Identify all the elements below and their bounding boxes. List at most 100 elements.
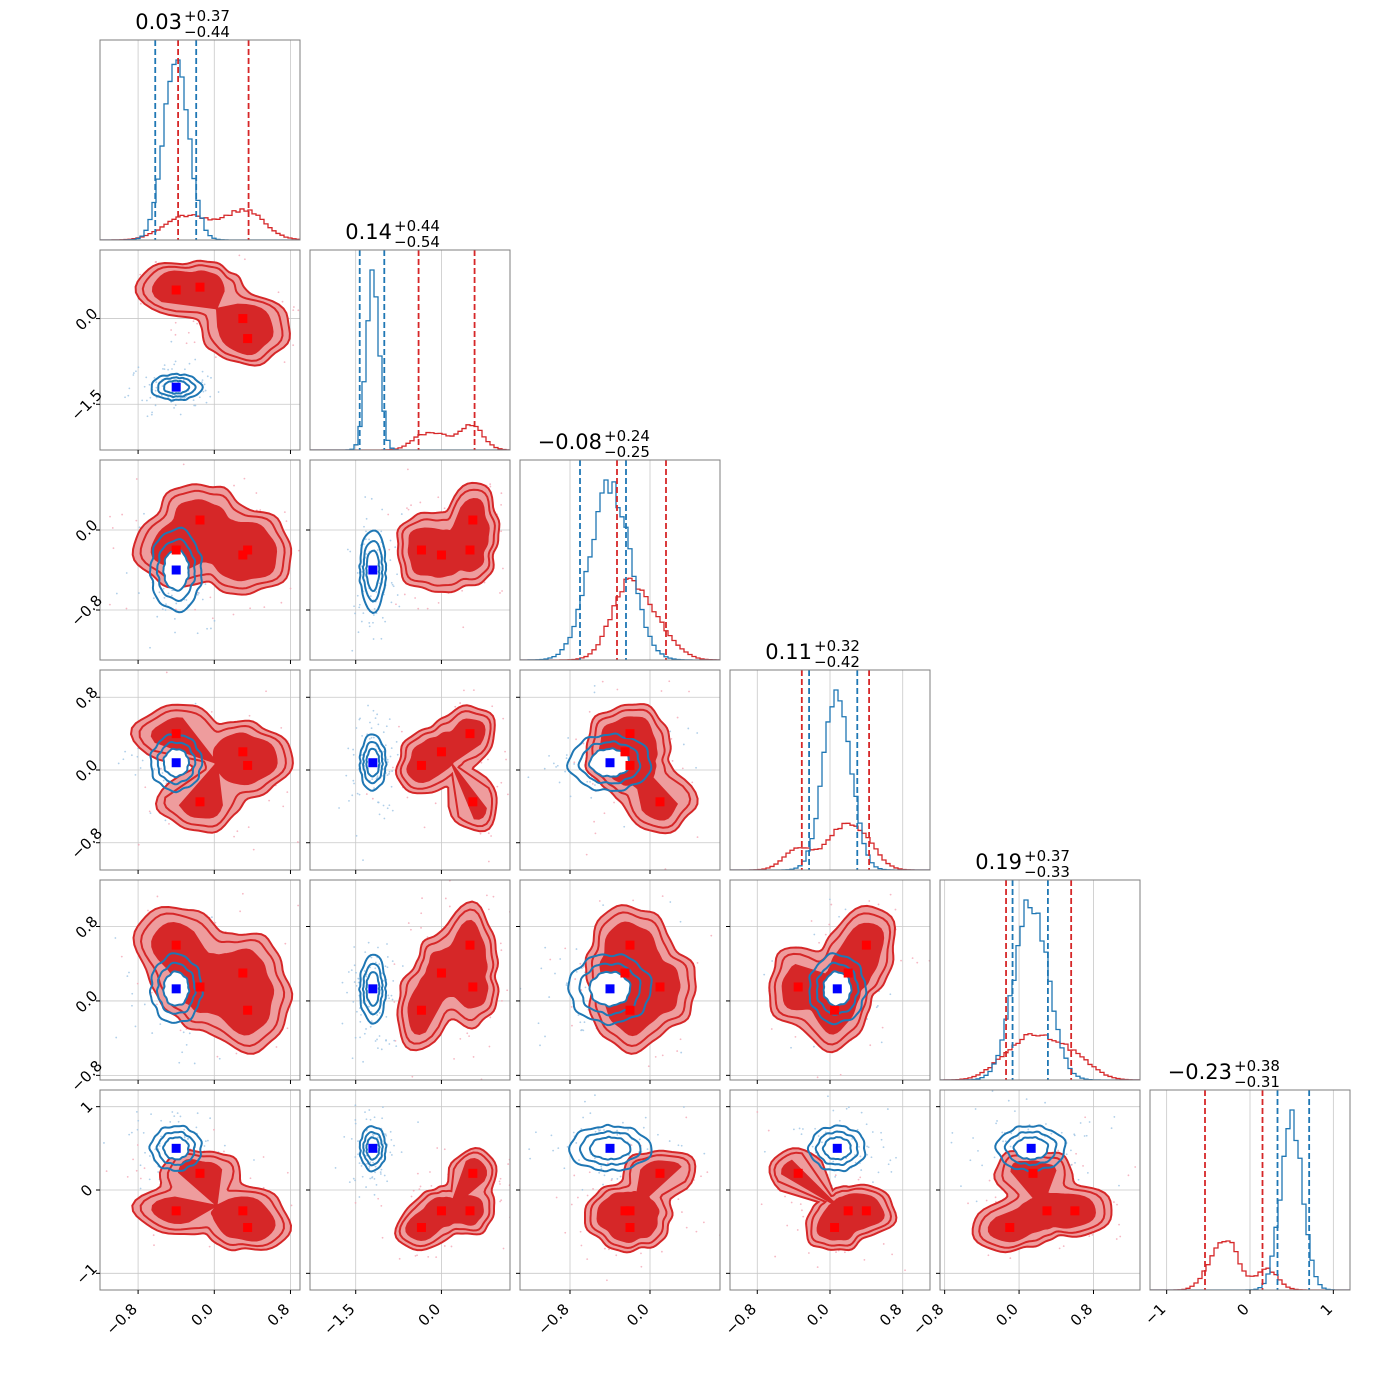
sample-point: [125, 607, 128, 610]
red-mode-marker: [195, 515, 205, 525]
sample-point: [148, 383, 151, 386]
sample-point: [830, 903, 833, 906]
sample-point: [543, 767, 546, 770]
sample-point: [243, 258, 246, 261]
sample-point: [355, 971, 357, 974]
sample-point: [828, 923, 831, 926]
sample-point: [430, 1184, 433, 1187]
sample-point: [1145, 1191, 1147, 1193]
sample-point: [559, 958, 562, 960]
sample-point: [380, 1168, 383, 1171]
sample-point: [1085, 1134, 1088, 1137]
sample-point: [483, 581, 486, 584]
sample-point: [357, 631, 360, 634]
sample-point: [1116, 1203, 1118, 1206]
sample-point: [139, 1177, 142, 1180]
sample-point: [314, 816, 316, 818]
sample-point: [124, 750, 127, 753]
sample-point: [834, 1174, 837, 1177]
sample-point: [586, 1258, 589, 1261]
red-mode-marker: [238, 1206, 248, 1216]
sample-point: [368, 1109, 371, 1111]
x-tick-label: 0.0: [623, 1300, 653, 1330]
sample-point: [839, 1073, 842, 1076]
sample-point: [632, 899, 635, 902]
sample-point: [385, 1134, 388, 1137]
sample-point: [866, 1145, 869, 1148]
blue-histogram: [100, 59, 300, 240]
sample-point: [894, 908, 897, 911]
blue-contour-outer: [150, 372, 204, 402]
red-mode-marker: [625, 1223, 635, 1232]
sample-point: [346, 548, 349, 551]
red-mode-marker: [465, 1206, 475, 1216]
sample-point: [411, 1075, 414, 1078]
sample-point: [386, 761, 389, 763]
sample-point: [297, 309, 300, 312]
sample-point: [388, 548, 391, 551]
sample-point: [594, 832, 597, 835]
sample-point: [209, 1117, 212, 1120]
sample-point: [676, 716, 679, 719]
sample-point: [217, 391, 220, 393]
red-mode-marker: [625, 729, 635, 739]
x-tick-label: 0.8: [264, 1300, 294, 1330]
sample-point: [570, 1203, 573, 1206]
sample-point: [124, 396, 126, 399]
blue-mode-marker: [832, 1143, 842, 1153]
sample-point: [353, 964, 356, 967]
sample-point: [594, 1130, 597, 1133]
sample-point: [1127, 1174, 1130, 1177]
sample-point: [239, 910, 242, 913]
sample-point: [163, 596, 166, 599]
y-tick-label: −1: [73, 1260, 101, 1288]
sample-point: [208, 247, 210, 249]
red-mode-marker: [843, 968, 853, 978]
sample-point: [349, 550, 352, 553]
sample-point: [670, 738, 673, 740]
sample-point: [577, 1196, 579, 1199]
sample-point: [582, 1116, 585, 1119]
sample-point: [136, 982, 139, 985]
sample-point: [206, 627, 208, 630]
sample-point: [248, 714, 251, 717]
sample-point: [967, 1202, 969, 1205]
sample-point: [193, 1062, 196, 1065]
sample-point: [302, 718, 304, 720]
sample-point: [501, 590, 503, 592]
sample-point: [360, 571, 363, 573]
sample-point: [368, 1005, 370, 1008]
red-mode-marker: [465, 545, 475, 555]
sample-point: [681, 1211, 683, 1213]
sample-point: [213, 1128, 215, 1131]
sample-point: [147, 909, 149, 912]
red-mode-marker: [655, 797, 665, 807]
sample-point: [661, 1054, 664, 1057]
sample-point: [597, 1128, 600, 1131]
sample-point: [1007, 1099, 1010, 1102]
red-mode-marker: [620, 968, 630, 978]
panel-frame: [309, 459, 511, 661]
sample-point: [584, 986, 587, 989]
sample-point: [381, 972, 383, 975]
sample-point: [593, 1157, 596, 1160]
sample-point: [108, 603, 111, 606]
y-tick-label: 0.0: [72, 987, 102, 1017]
sample-point: [459, 1037, 462, 1040]
sample-point: [372, 1161, 375, 1164]
sample-point: [153, 376, 156, 379]
red-contour-inner: [596, 1160, 682, 1244]
sample-point: [195, 1126, 198, 1129]
sample-point: [386, 956, 389, 958]
sample-point: [900, 959, 902, 962]
sample-point: [859, 1155, 862, 1158]
red-mode-marker: [793, 982, 803, 992]
sample-point: [582, 1029, 585, 1032]
sample-point: [391, 960, 394, 963]
sample-point: [388, 773, 390, 775]
sample-point: [657, 1133, 659, 1136]
sample-point: [183, 397, 186, 400]
sample-point: [395, 1045, 398, 1048]
sample-point: [132, 1158, 134, 1161]
sample-point: [150, 1113, 152, 1115]
